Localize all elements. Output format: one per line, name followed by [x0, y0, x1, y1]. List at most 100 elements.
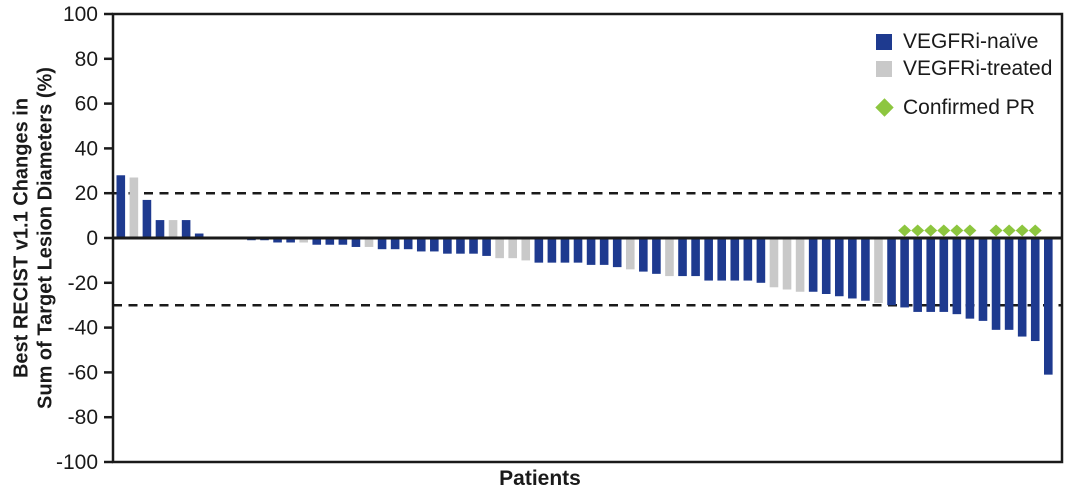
bar-patient-30: [495, 238, 504, 259]
bar-patient-33: [534, 238, 544, 263]
bar-patient-68: [991, 238, 1001, 330]
y-tick-label: 0: [86, 227, 98, 250]
bar-patient-40: [625, 238, 635, 270]
bar-patient-15: [299, 238, 308, 243]
bar-patient-22: [390, 238, 400, 250]
bar-patient-53: [795, 238, 805, 292]
bar-patient-69: [1004, 238, 1014, 330]
bar-patient-32: [521, 238, 531, 261]
bar-patient-17: [325, 238, 335, 245]
bar-patient-43: [665, 238, 674, 277]
y-tick-label: 80: [75, 48, 98, 71]
confirmed-pr-marker: [924, 224, 938, 237]
y-tick-label: 40: [75, 137, 98, 160]
bar-patient-25: [430, 238, 439, 252]
bar-patient-41: [639, 238, 648, 272]
bar-patient-54: [808, 238, 818, 292]
bar-patient-28: [469, 238, 478, 254]
bar-patient-52: [782, 238, 792, 290]
x-axis-title: Patients: [499, 467, 581, 490]
bar-patient-48: [730, 238, 740, 281]
bar-patient-2: [129, 177, 139, 238]
bar-patient-27: [456, 238, 465, 254]
bar-patient-45: [691, 238, 700, 277]
bar-patient-14: [286, 238, 295, 243]
bar-patient-5: [168, 220, 178, 238]
naive-swatch-icon: [876, 33, 892, 50]
bar-patient-34: [547, 238, 557, 263]
bar-patient-61: [900, 238, 909, 308]
bar-patient-23: [403, 238, 413, 250]
confirmed-pr-marker: [963, 224, 977, 237]
legend-item-vegfri-treated: VEGFRi-treated: [876, 55, 1052, 82]
y-tick-label: -20: [68, 272, 98, 295]
bar-patient-56: [834, 238, 844, 297]
confirmed-pr-marker: [1002, 224, 1016, 237]
y-tick-label: 60: [75, 93, 98, 116]
legend: VEGFRi-naïve VEGFRi-treated Confirmed PR: [875, 28, 1052, 121]
bar-patient-26: [443, 238, 452, 254]
bar-patient-49: [743, 238, 753, 281]
bar-patient-16: [312, 238, 322, 245]
bar-patient-47: [717, 238, 727, 281]
bar-patient-24: [416, 238, 426, 252]
bar-patient-7: [194, 233, 204, 238]
bar-patient-31: [508, 238, 518, 259]
confirmed-pr-marker: [989, 224, 1003, 237]
bar-patient-62: [913, 238, 922, 312]
bar-patient-50: [756, 238, 766, 283]
bar-patient-6: [181, 220, 191, 238]
bar-patient-72: [1044, 238, 1053, 375]
bar-patient-38: [599, 238, 609, 265]
bar-patient-3: [142, 199, 152, 238]
bar-patient-18: [338, 238, 348, 245]
bar-patient-63: [926, 238, 936, 312]
bar-patient-46: [704, 238, 713, 281]
legend-item-confirmed-pr: Confirmed PR: [875, 94, 1052, 121]
bar-patient-66: [965, 238, 975, 319]
confirmed-pr-marker: [898, 224, 912, 237]
confirmed-pr-marker: [1028, 224, 1042, 237]
bar-patient-42: [652, 238, 661, 274]
bar-patient-51: [769, 238, 779, 288]
y-axis-title-line1: Best RECIST v1.1 Changes in: [10, 97, 33, 379]
bar-patient-4: [155, 220, 165, 238]
bar-patient-67: [978, 238, 988, 321]
bar-patient-29: [482, 238, 491, 256]
y-tick-label: -80: [68, 406, 98, 429]
bar-patient-19: [351, 238, 361, 247]
bar-patient-65: [952, 238, 962, 315]
confirmed-pr-diamond-icon: [875, 98, 894, 117]
bar-patient-35: [560, 238, 570, 263]
bar-patient-36: [573, 238, 583, 263]
y-tick-label: 20: [75, 182, 98, 205]
bar-patient-59: [874, 238, 883, 303]
bar-patient-1: [116, 175, 126, 238]
bar-patient-57: [848, 238, 857, 299]
bar-patient-21: [377, 238, 387, 250]
bar-patient-20: [364, 238, 374, 247]
legend-item-vegfri-naive: VEGFRi-naïve: [876, 28, 1052, 55]
bar-patient-55: [821, 238, 831, 294]
bar-patient-44: [678, 238, 687, 277]
bar-patient-60: [887, 238, 896, 306]
confirmed-pr-marker: [1015, 224, 1029, 237]
y-tick-label: 100: [63, 3, 98, 26]
bar-patient-71: [1030, 238, 1040, 342]
bar-patient-13: [273, 238, 282, 243]
bar-patient-70: [1017, 238, 1027, 337]
bar-patient-37: [586, 238, 596, 265]
bar-patient-64: [939, 238, 949, 312]
legend-label: Confirmed PR: [903, 95, 1035, 119]
treated-swatch-icon: [876, 60, 892, 77]
confirmed-pr-marker: [950, 224, 964, 237]
y-axis-title-line2: Sum of Target Lesion Diameters (%): [34, 67, 56, 409]
confirmed-pr-marker: [911, 224, 925, 237]
y-tick-label: -40: [68, 317, 98, 340]
y-tick-label: -100: [56, 451, 98, 474]
y-tick-label: -60: [68, 361, 98, 384]
legend-label: VEGFRi-treated: [903, 56, 1053, 80]
y-axis-title: Best RECIST v1.1 Changes in Sum of Targe…: [10, 67, 57, 409]
